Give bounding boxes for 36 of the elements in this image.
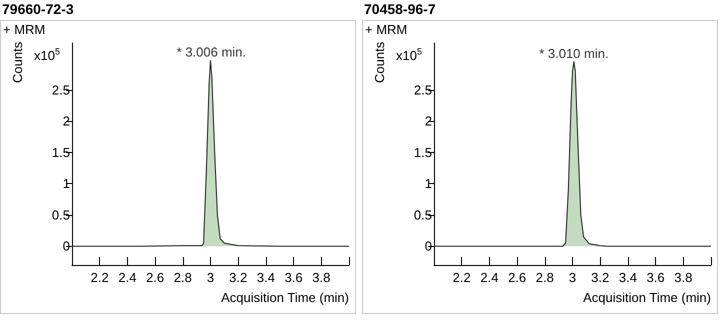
annotation: * 3.006 min. <box>176 44 246 60</box>
x-tick-label: 3.2 <box>591 270 610 285</box>
annotation: * 3.010 min. <box>539 46 609 61</box>
x-tick-label: 3.4 <box>256 270 275 285</box>
x-tick-label: 2.4 <box>118 270 136 285</box>
x-tick-label: 2.6 <box>146 270 164 285</box>
text: + MRM <box>3 22 46 37</box>
y-tick-label: 0 <box>424 238 432 254</box>
chart-title: 79660-72-3 <box>1 0 75 19</box>
x-tick-label: 3.6 <box>284 270 303 285</box>
y-tick-label: 0.5 <box>414 207 432 222</box>
y-axis-title: Counts <box>372 41 387 83</box>
x-tick-label: 2.4 <box>480 270 498 285</box>
chart-title: 70458-96-7 <box>363 0 437 19</box>
y-tick-label: 2.5 <box>52 82 70 98</box>
x-tick-label: 3.8 <box>674 270 692 285</box>
y-tick-label: 2.5 <box>414 82 432 98</box>
x-tick-label: 2.8 <box>174 270 192 285</box>
x-tick-label: 2.2 <box>90 270 109 285</box>
x-tick-label: 2.8 <box>536 270 554 285</box>
x-tick-label: 3 <box>206 270 214 285</box>
x-axis-title: Acquisition Time (min) <box>583 290 711 305</box>
x-tick-label: 2.6 <box>508 270 526 285</box>
y-tick-label: 0.5 <box>52 207 70 222</box>
text: + MRM <box>365 22 408 37</box>
x-tick-label: 3.2 <box>229 270 248 285</box>
x-tick-label: 3.8 <box>312 270 330 285</box>
x-tick-label: 2.2 <box>452 270 471 285</box>
x-tick-label: 3.6 <box>646 270 665 285</box>
x-tick-label: 3.4 <box>618 270 637 285</box>
x-axis-title: Acquisition Time (min) <box>221 290 349 305</box>
y-axis-title: Counts <box>10 41 25 83</box>
x-tick-label: 3 <box>568 270 576 285</box>
y-tick-label: 1.5 <box>52 144 70 160</box>
y-tick-label: 1.5 <box>414 144 432 160</box>
y-tick-label: 0 <box>62 238 70 254</box>
